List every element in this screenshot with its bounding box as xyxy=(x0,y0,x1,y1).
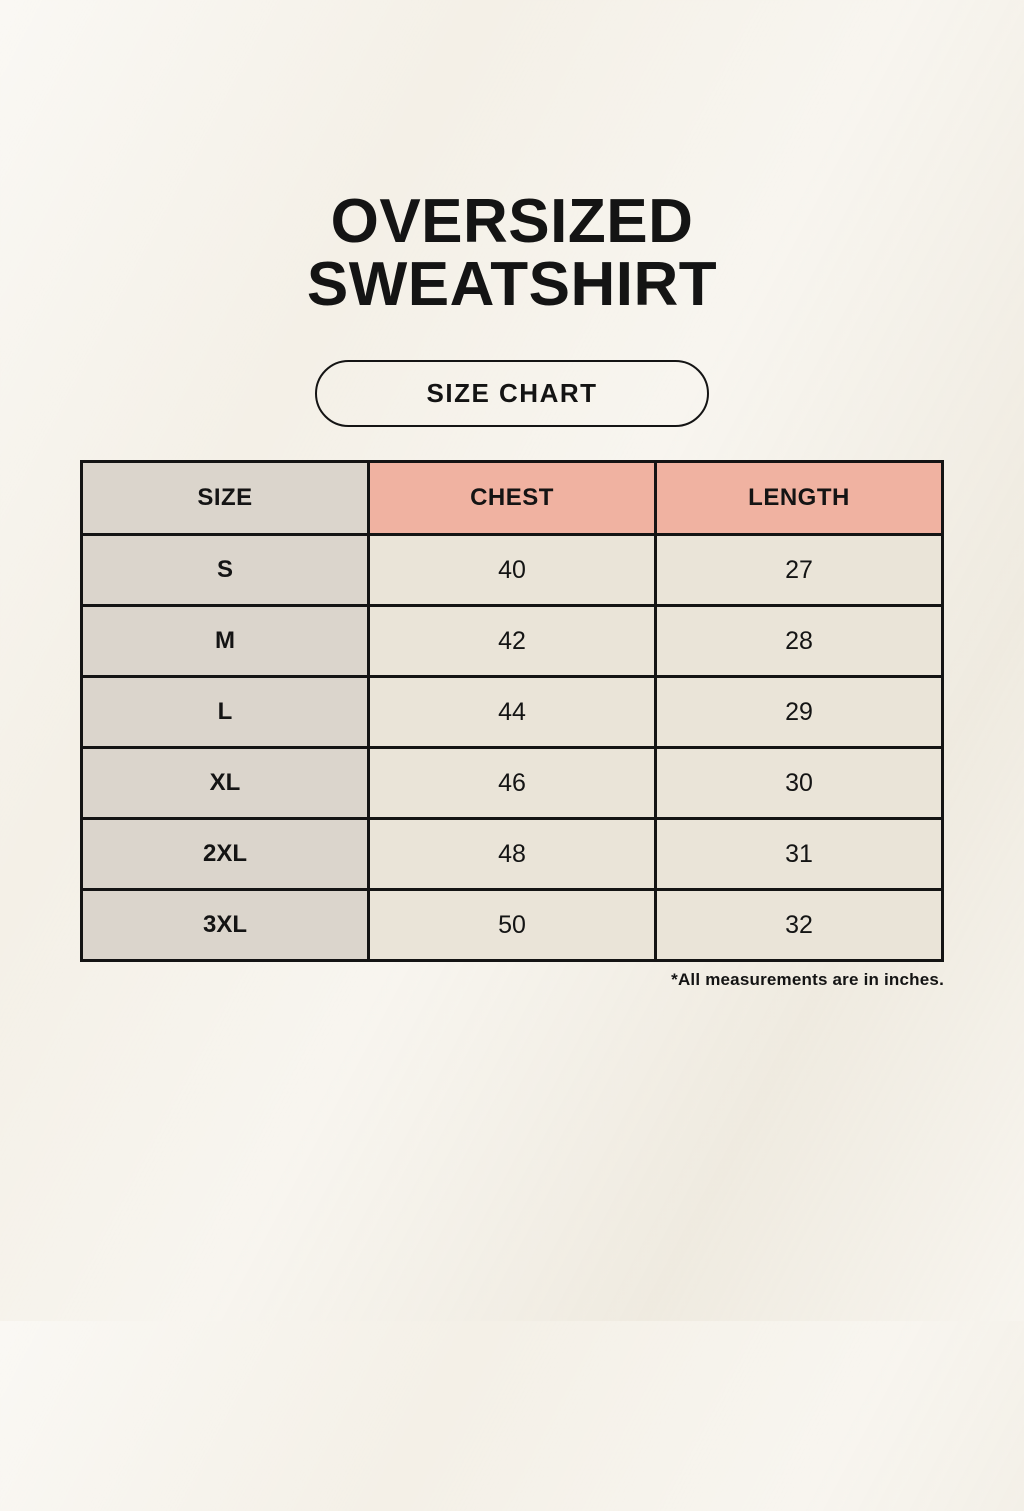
column-header-size: SIZE xyxy=(80,460,370,537)
size-label: 2XL xyxy=(80,817,370,892)
table-row: XL 46 30 xyxy=(80,746,944,821)
page-title: OVERSIZED SWEATSHIRT xyxy=(0,190,1024,316)
table-row: 2XL 48 31 xyxy=(80,817,944,892)
chest-value: 40 xyxy=(367,533,657,608)
size-chart-button-container: SIZE CHART xyxy=(0,360,1024,428)
chest-value: 42 xyxy=(367,604,657,679)
page-title-line2: SWEATSHIRT xyxy=(306,250,718,320)
chest-value: 46 xyxy=(367,746,657,821)
length-value: 31 xyxy=(654,817,944,892)
size-label: M xyxy=(80,604,370,679)
size-label: XL xyxy=(80,746,370,821)
measurements-footnote: *All measurements are in inches. xyxy=(671,970,944,990)
chest-value: 50 xyxy=(367,888,657,963)
page-title-line1: OVERSIZED xyxy=(330,187,694,256)
size-chart-table: SIZE CHEST LENGTH S 40 27 M 42 28 L 44 2… xyxy=(80,460,944,963)
chest-value: 48 xyxy=(367,817,657,892)
size-chart-button[interactable]: SIZE CHART xyxy=(315,360,709,428)
length-value: 32 xyxy=(654,888,944,963)
table-row: M 42 28 xyxy=(80,604,944,679)
length-value: 29 xyxy=(654,675,944,750)
size-chart-table-container: SIZE CHEST LENGTH S 40 27 M 42 28 L 44 2… xyxy=(80,460,944,963)
table-row: S 40 27 xyxy=(80,533,944,608)
size-label: L xyxy=(80,675,370,750)
chest-value: 44 xyxy=(367,675,657,750)
column-header-length: LENGTH xyxy=(654,460,944,537)
length-value: 28 xyxy=(654,604,944,679)
length-value: 27 xyxy=(654,533,944,608)
table-row: 3XL 50 32 xyxy=(80,888,944,963)
size-label: 3XL xyxy=(80,888,370,963)
size-label: S xyxy=(80,533,370,608)
table-header-row: SIZE CHEST LENGTH xyxy=(80,460,944,537)
table-row: L 44 29 xyxy=(80,675,944,750)
length-value: 30 xyxy=(654,746,944,821)
column-header-chest: CHEST xyxy=(367,460,657,537)
